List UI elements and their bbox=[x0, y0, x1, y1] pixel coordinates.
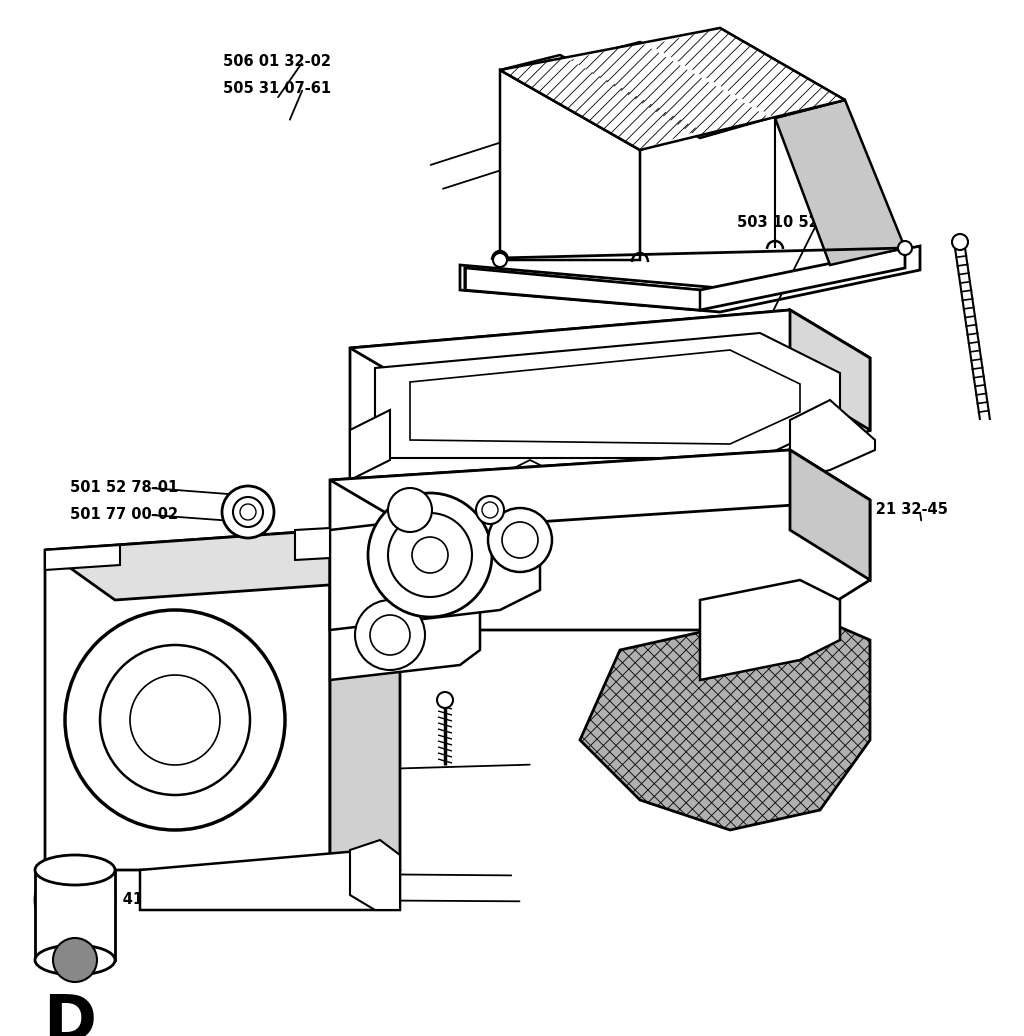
Text: 503 41 32-03 (Felt): 503 41 32-03 (Felt) bbox=[174, 866, 332, 881]
Text: 506 01 35-02: 506 01 35-02 bbox=[500, 110, 608, 124]
Circle shape bbox=[65, 610, 285, 830]
Polygon shape bbox=[500, 55, 700, 150]
Circle shape bbox=[476, 496, 504, 524]
Polygon shape bbox=[295, 528, 330, 560]
Circle shape bbox=[898, 241, 912, 255]
Circle shape bbox=[952, 234, 968, 250]
Circle shape bbox=[368, 493, 492, 617]
Polygon shape bbox=[350, 310, 870, 480]
Polygon shape bbox=[350, 310, 870, 395]
Polygon shape bbox=[330, 450, 870, 630]
Text: 503 21 32-16: 503 21 32-16 bbox=[500, 138, 607, 152]
Polygon shape bbox=[465, 248, 905, 310]
Polygon shape bbox=[790, 400, 874, 480]
Polygon shape bbox=[330, 530, 400, 870]
Polygon shape bbox=[330, 510, 540, 630]
Polygon shape bbox=[375, 333, 840, 458]
Circle shape bbox=[53, 938, 97, 982]
Circle shape bbox=[130, 675, 220, 765]
Circle shape bbox=[388, 513, 472, 597]
Ellipse shape bbox=[35, 945, 115, 975]
Circle shape bbox=[222, 486, 274, 538]
Polygon shape bbox=[790, 310, 870, 430]
Polygon shape bbox=[775, 100, 905, 265]
Text: 503 21 32-16: 503 21 32-16 bbox=[97, 768, 205, 782]
Polygon shape bbox=[700, 580, 840, 680]
Polygon shape bbox=[140, 850, 400, 910]
Circle shape bbox=[240, 503, 256, 520]
Circle shape bbox=[412, 537, 449, 573]
Circle shape bbox=[488, 508, 552, 572]
Text: 505 31 07-61: 505 31 07-61 bbox=[223, 81, 332, 95]
Polygon shape bbox=[650, 28, 845, 118]
Circle shape bbox=[502, 522, 538, 558]
Polygon shape bbox=[500, 28, 845, 150]
Circle shape bbox=[482, 502, 498, 518]
Polygon shape bbox=[45, 530, 400, 600]
Polygon shape bbox=[570, 42, 770, 138]
Circle shape bbox=[388, 488, 432, 533]
Polygon shape bbox=[490, 460, 570, 530]
Circle shape bbox=[100, 645, 250, 795]
Polygon shape bbox=[350, 410, 390, 480]
Polygon shape bbox=[465, 268, 700, 310]
Text: 503 28 31-01: 503 28 31-01 bbox=[152, 555, 260, 570]
Polygon shape bbox=[45, 545, 120, 570]
Polygon shape bbox=[790, 450, 870, 580]
Text: 503 10 52-02: 503 10 52-02 bbox=[737, 215, 846, 230]
Polygon shape bbox=[350, 840, 400, 910]
Circle shape bbox=[437, 692, 453, 708]
Polygon shape bbox=[410, 350, 800, 444]
Ellipse shape bbox=[35, 855, 115, 885]
Circle shape bbox=[493, 253, 507, 267]
Polygon shape bbox=[45, 530, 330, 870]
Text: 503 21 32-45: 503 21 32-45 bbox=[840, 502, 947, 517]
Text: 501 52 78-01: 501 52 78-01 bbox=[70, 481, 178, 495]
Polygon shape bbox=[35, 870, 115, 960]
Circle shape bbox=[355, 600, 425, 670]
Text: 501 77 00-02: 501 77 00-02 bbox=[70, 508, 178, 522]
Circle shape bbox=[35, 860, 115, 940]
Polygon shape bbox=[460, 246, 920, 312]
Polygon shape bbox=[330, 450, 870, 530]
Circle shape bbox=[370, 615, 410, 655]
Polygon shape bbox=[500, 70, 640, 260]
Text: D: D bbox=[43, 992, 96, 1036]
Text: 503 41 31-01: 503 41 31-01 bbox=[143, 654, 252, 668]
Polygon shape bbox=[580, 610, 870, 830]
Circle shape bbox=[233, 497, 263, 527]
Polygon shape bbox=[330, 585, 480, 680]
Text: 506 01 32-02: 506 01 32-02 bbox=[223, 54, 331, 68]
Text: 503 41 32-01 (Medium Mesh): 503 41 32-01 (Medium Mesh) bbox=[87, 892, 328, 906]
